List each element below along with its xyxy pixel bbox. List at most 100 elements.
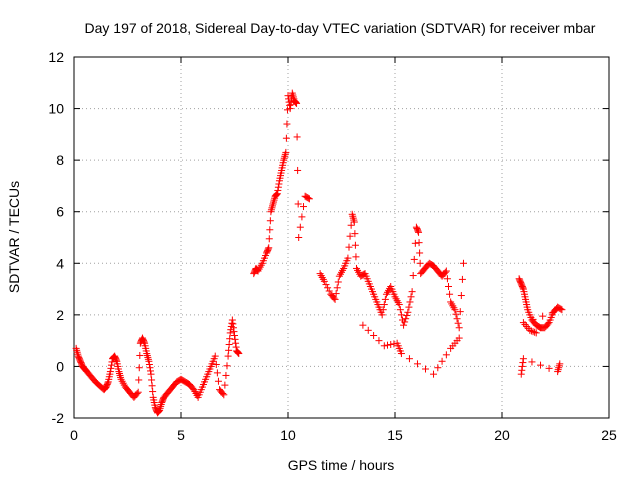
data-point	[266, 226, 274, 234]
data-point	[291, 98, 299, 106]
data-point	[452, 310, 460, 318]
data-point	[304, 194, 312, 202]
data-point	[224, 352, 232, 360]
grid-lines	[74, 57, 609, 418]
data-point	[384, 341, 392, 349]
data-point	[406, 298, 414, 306]
data-point	[456, 308, 464, 316]
x-tick-label: 25	[601, 427, 617, 443]
data-point	[556, 360, 564, 368]
data-point	[347, 221, 355, 229]
data-point	[225, 341, 233, 349]
data-point	[108, 358, 116, 366]
data-point	[148, 376, 156, 384]
data-point	[296, 223, 304, 231]
data-point	[404, 308, 412, 316]
data-point	[528, 358, 536, 366]
data-point	[403, 312, 411, 320]
data-point	[333, 284, 341, 292]
data-point	[281, 150, 289, 158]
data-point	[264, 245, 272, 253]
data-point	[455, 334, 463, 342]
data-point	[147, 367, 155, 375]
data-point	[331, 295, 339, 303]
y-tick-label: -2	[52, 410, 65, 426]
data-point	[519, 319, 527, 327]
data-point	[378, 311, 386, 319]
data-point	[283, 120, 291, 128]
data-point	[421, 365, 429, 373]
data-point	[344, 254, 352, 262]
data-point	[135, 364, 143, 372]
data-point	[351, 230, 359, 238]
data-point	[411, 239, 419, 247]
data-point	[280, 154, 288, 162]
data-point	[295, 234, 303, 241]
data-point	[143, 351, 151, 359]
data-point	[146, 364, 154, 372]
data-point	[228, 319, 236, 327]
x-tick-label: 5	[177, 427, 185, 443]
data-point	[148, 382, 156, 390]
data-point	[380, 342, 388, 350]
data-point	[381, 295, 389, 303]
x-tick-label: 0	[70, 427, 78, 443]
data-point	[410, 255, 418, 263]
data-point	[521, 321, 529, 329]
data-point	[144, 355, 152, 363]
data-point	[294, 200, 302, 208]
data-point	[230, 328, 238, 336]
data-point	[416, 249, 424, 257]
data-point	[286, 105, 294, 113]
y-tick-label: 6	[56, 204, 64, 220]
data-point	[415, 228, 423, 236]
data-point	[294, 166, 302, 174]
data-point	[287, 101, 295, 109]
data-point	[324, 284, 332, 292]
data-point	[349, 214, 357, 222]
data-point	[107, 361, 115, 369]
data-point	[147, 370, 155, 378]
data-point	[350, 218, 358, 226]
data-point	[214, 377, 222, 385]
data-point	[292, 99, 300, 107]
data-point	[558, 306, 566, 314]
data-point	[458, 275, 466, 283]
data-point	[133, 390, 141, 398]
data-point	[274, 186, 282, 194]
y-tick-label: 12	[48, 49, 64, 65]
data-point	[334, 278, 342, 286]
data-point	[397, 311, 405, 319]
data-point	[211, 352, 219, 360]
data-point	[226, 329, 234, 337]
data-point	[229, 324, 237, 332]
data-point	[531, 328, 539, 336]
data-point	[136, 351, 144, 359]
data-point	[446, 290, 454, 298]
data-point	[375, 337, 383, 345]
data-point	[523, 322, 531, 330]
data-point	[305, 195, 313, 203]
data-point	[325, 287, 333, 295]
data-point	[267, 208, 275, 216]
data-point	[140, 338, 148, 346]
data-point	[275, 180, 283, 188]
data-point	[115, 370, 123, 378]
data-point	[144, 353, 152, 361]
data-point	[441, 268, 449, 276]
y-axis-label: SDTVAR / TECUs	[6, 181, 22, 293]
data-point	[517, 370, 525, 378]
data-point	[359, 321, 367, 329]
data-point	[555, 362, 563, 370]
data-point	[284, 92, 292, 100]
data-point	[106, 368, 114, 376]
data-point	[532, 329, 540, 337]
data-point	[370, 331, 378, 339]
data-point	[387, 341, 395, 349]
data-point	[409, 272, 417, 280]
chart-title: Day 197 of 2018, Sidereal Day-to-day VTE…	[85, 20, 596, 36]
data-points	[72, 89, 566, 417]
data-point	[73, 348, 81, 356]
data-point	[526, 326, 534, 334]
data-point	[286, 101, 294, 109]
